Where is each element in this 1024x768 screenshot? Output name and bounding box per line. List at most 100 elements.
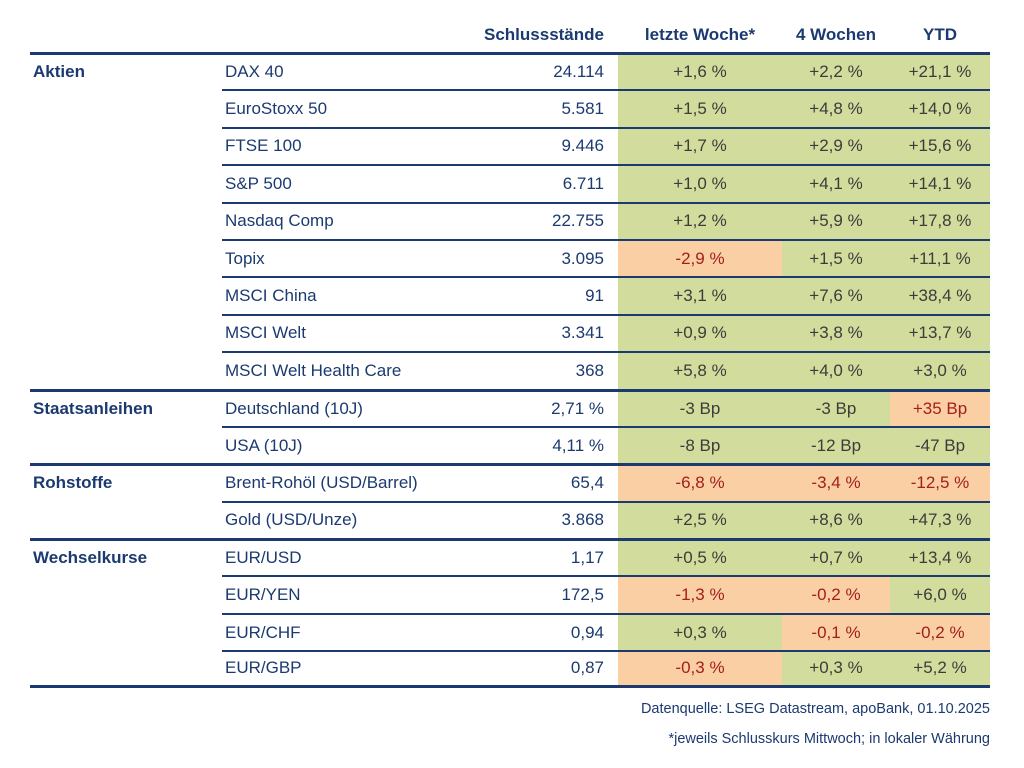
change-last-week: +0,3 % (618, 612, 782, 651)
section-label-spacer (30, 276, 222, 314)
change-ytd: +14,0 % (890, 89, 990, 127)
section-label-spacer (30, 164, 222, 202)
change-last-week: -3 Bp (618, 388, 782, 426)
section-label-spacer (30, 650, 222, 688)
closing-value: 24.114 (455, 52, 618, 90)
closing-value: 91 (455, 276, 618, 314)
closing-value: 368 (455, 351, 618, 389)
change-ytd: -0,2 % (890, 612, 990, 651)
closing-value: 4,11 % (455, 425, 618, 464)
change-last-week: -0,3 % (618, 650, 782, 688)
data-source-note: Datenquelle: LSEG Datastream, apoBank, 0… (640, 701, 990, 717)
instrument-name: EUR/GBP (222, 650, 455, 688)
change-ytd: +13,7 % (890, 313, 990, 352)
change-4-weeks: -3,4 % (782, 463, 890, 501)
change-4-weeks: +4,8 % (782, 89, 890, 127)
section-label-spacer (30, 500, 222, 539)
change-ytd: -47 Bp (890, 425, 990, 464)
change-4-weeks: +4,0 % (782, 351, 890, 389)
change-ytd: +5,2 % (890, 650, 990, 688)
change-4-weeks: -12 Bp (782, 425, 890, 464)
change-4-weeks: -3 Bp (782, 388, 890, 426)
table-footnotes: Datenquelle: LSEG Datastream, apoBank, 0… (641, 694, 990, 754)
change-ytd: +35 Bp (890, 388, 990, 426)
change-ytd: +21,1 % (890, 52, 990, 90)
change-4-weeks: +4,1 % (782, 164, 890, 202)
change-ytd: +38,4 % (890, 276, 990, 314)
section-label-spacer (30, 351, 222, 389)
closing-value: 22.755 (455, 201, 618, 239)
change-4-weeks: +8,6 % (782, 500, 890, 539)
section-label: Wechselkurse (30, 538, 222, 576)
closing-value: 172,5 (455, 575, 618, 613)
closing-value: 5.581 (455, 89, 618, 127)
section-label-spacer (30, 201, 222, 239)
change-ytd: +17,8 % (890, 201, 990, 239)
instrument-name: Nasdaq Comp (222, 201, 455, 239)
instrument-name: FTSE 100 (222, 126, 455, 165)
change-ytd: +3,0 % (890, 351, 990, 389)
section-label: Rohstoffe (30, 463, 222, 501)
change-last-week: +3,1 % (618, 276, 782, 314)
change-4-weeks: +7,6 % (782, 276, 890, 314)
change-last-week: -8 Bp (618, 425, 782, 464)
instrument-name: DAX 40 (222, 52, 455, 90)
change-ytd: -12,5 % (890, 463, 990, 501)
header-spacer-category (30, 18, 222, 52)
header-spacer-instrument (222, 18, 455, 52)
column-header-4-weeks: 4 Wochen (782, 18, 890, 52)
section-label-spacer (30, 238, 222, 277)
section-label-spacer (30, 575, 222, 613)
instrument-name: Deutschland (10J) (222, 388, 455, 426)
closing-value: 0,94 (455, 612, 618, 651)
section-label-spacer (30, 425, 222, 464)
section-label: Aktien (30, 52, 222, 90)
instrument-name: MSCI China (222, 276, 455, 314)
column-header-closing: Schlussstände (455, 18, 618, 52)
change-ytd: +6,0 % (890, 575, 990, 613)
change-last-week: -1,3 % (618, 575, 782, 613)
change-4-weeks: +1,5 % (782, 238, 890, 277)
change-last-week: +0,5 % (618, 538, 782, 576)
market-table: Schlussstände letzte Woche* 4 Wochen YTD… (30, 18, 990, 688)
column-header-ytd: YTD (890, 18, 990, 52)
closing-value: 3.868 (455, 500, 618, 539)
column-header-last-week: letzte Woche* (618, 18, 782, 52)
instrument-name: Brent-Rohöl (USD/Barrel) (222, 463, 455, 501)
change-ytd: +47,3 % (890, 500, 990, 539)
change-last-week: +1,2 % (618, 201, 782, 239)
change-last-week: +5,8 % (618, 351, 782, 389)
instrument-name: EUR/USD (222, 538, 455, 576)
closing-value: 1,17 (455, 538, 618, 576)
instrument-name: EuroStoxx 50 (222, 89, 455, 127)
change-4-weeks: +2,9 % (782, 126, 890, 165)
closing-value: 9.446 (455, 126, 618, 165)
section-label-spacer (30, 126, 222, 165)
instrument-name: EUR/YEN (222, 575, 455, 613)
closing-value: 3.095 (455, 238, 618, 277)
change-4-weeks: +5,9 % (782, 201, 890, 239)
section-label-spacer (30, 89, 222, 127)
change-4-weeks: -0,2 % (782, 575, 890, 613)
change-last-week: -2,9 % (618, 238, 782, 277)
instrument-name: MSCI Welt Health Care (222, 351, 455, 389)
change-ytd: +15,6 % (890, 126, 990, 165)
section-label-spacer (30, 313, 222, 352)
change-4-weeks: +0,7 % (782, 538, 890, 576)
instrument-name: USA (10J) (222, 425, 455, 464)
change-4-weeks: +3,8 % (782, 313, 890, 352)
closing-value: 0,87 (455, 650, 618, 688)
change-ytd: +11,1 % (890, 238, 990, 277)
instrument-name: S&P 500 (222, 164, 455, 202)
change-4-weeks: +2,2 % (782, 52, 890, 90)
change-last-week: +1,5 % (618, 89, 782, 127)
section-label-spacer (30, 612, 222, 651)
change-last-week: +1,6 % (618, 52, 782, 90)
closing-value: 6.711 (455, 164, 618, 202)
change-4-weeks: -0,1 % (782, 612, 890, 651)
closing-value: 65,4 (455, 463, 618, 501)
instrument-name: EUR/CHF (222, 612, 455, 651)
change-4-weeks: +0,3 % (782, 650, 890, 688)
section-label: Staatsanleihen (30, 388, 222, 426)
